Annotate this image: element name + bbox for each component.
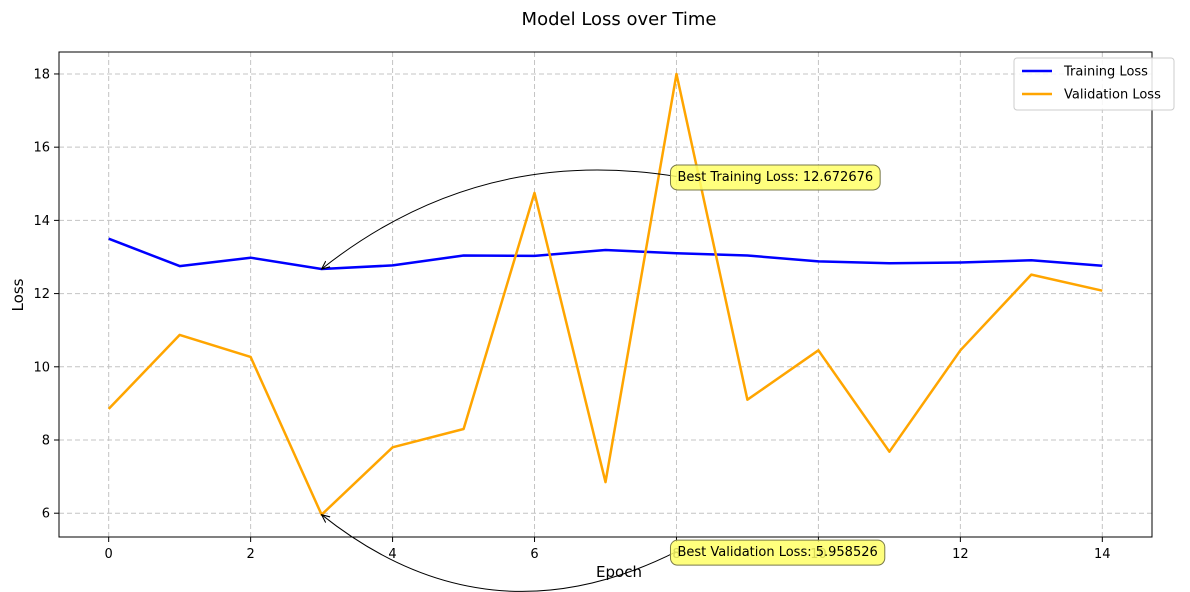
y-tick-label: 16 — [33, 141, 50, 156]
legend-label-training-loss: Training Loss — [1063, 65, 1148, 80]
annotation: Best Validation Loss: 5.958526 — [322, 515, 886, 592]
annotation-box — [669, 539, 886, 566]
plot-frame — [58, 51, 1153, 538]
y-axis: 6 8 10 12 14 16 18 — [33, 67, 59, 522]
x-axis-label: Epoch — [596, 563, 642, 581]
y-tick-label: 8 — [42, 434, 50, 449]
x-tick-label: 12 — [952, 547, 969, 562]
annotation-arrow — [322, 515, 677, 592]
y-tick-label: 12 — [33, 287, 50, 302]
annotation-arrow — [322, 169, 677, 269]
annotation-label: Best Validation Loss: 5.958526 — [677, 545, 877, 560]
legend-label-validation-loss: Validation Loss — [1064, 88, 1161, 103]
annotations: Best Training Loss: 12.672676 Best Valida… — [322, 164, 886, 592]
annotation-box — [669, 164, 881, 191]
legend: Training Loss Validation Loss — [1013, 57, 1175, 111]
annotation: Best Training Loss: 12.672676 — [322, 164, 881, 269]
y-tick-label: 18 — [33, 67, 50, 82]
y-tick-label: 10 — [33, 360, 50, 375]
validation-loss-line — [107, 72, 1103, 516]
x-tick-label: 14 — [1094, 547, 1111, 562]
grid — [59, 52, 1152, 537]
x-tick-label: 0 — [105, 547, 113, 562]
x-tick-label: 2 — [246, 547, 254, 562]
y-tick-label: 14 — [33, 214, 50, 229]
y-axis-label: Loss — [9, 278, 27, 311]
series-layer — [107, 72, 1103, 516]
legend-box — [1013, 57, 1175, 111]
x-axis: 02468101214 — [105, 537, 1111, 562]
training-loss-line — [108, 237, 1103, 271]
annotation-label: Best Training Loss: 12.672676 — [677, 170, 873, 185]
x-tick-label: 4 — [388, 547, 396, 562]
y-tick-label: 6 — [42, 507, 50, 522]
x-tick-label: 6 — [530, 547, 538, 562]
chart-title: Model Loss over Time — [522, 9, 717, 30]
